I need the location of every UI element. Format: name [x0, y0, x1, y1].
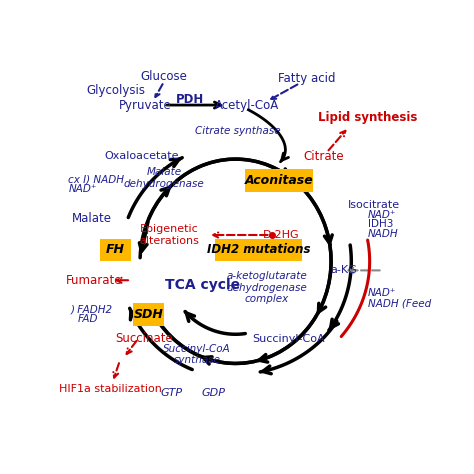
Text: NADH: NADH	[368, 229, 399, 239]
Text: Succinate: Succinate	[115, 332, 173, 345]
Text: PDH: PDH	[175, 93, 204, 107]
Text: Succinyl-CoA: Succinyl-CoA	[253, 334, 325, 344]
Text: Malate
dehydrogenase: Malate dehydrogenase	[124, 167, 204, 189]
Text: FAD: FAD	[78, 314, 98, 324]
Text: Citrate synthase: Citrate synthase	[195, 127, 280, 137]
Text: Citrate: Citrate	[303, 150, 344, 163]
Text: TCA cycle: TCA cycle	[165, 278, 240, 292]
Text: FH: FH	[106, 244, 125, 256]
Text: GDP: GDP	[201, 388, 226, 398]
Text: Pyruvate: Pyruvate	[119, 99, 172, 111]
Text: a-KG: a-KG	[330, 265, 357, 275]
Text: cx I) NADH: cx I) NADH	[68, 174, 125, 184]
Text: NAD⁺: NAD⁺	[68, 184, 97, 194]
Text: Isocitrate: Isocitrate	[347, 200, 400, 210]
Text: NAD⁺: NAD⁺	[368, 288, 396, 299]
FancyBboxPatch shape	[133, 303, 164, 326]
Text: Fatty acid: Fatty acid	[278, 72, 336, 84]
Text: GTP: GTP	[160, 388, 182, 398]
Text: Succinyl-CoA
synthase: Succinyl-CoA synthase	[163, 344, 231, 365]
Text: Glycolysis: Glycolysis	[87, 84, 146, 97]
Text: Glucose: Glucose	[140, 71, 187, 83]
Text: HIF1a stabilization: HIF1a stabilization	[59, 384, 162, 394]
Text: Oxaloacetate: Oxaloacetate	[105, 151, 179, 161]
Text: Aconitase: Aconitase	[245, 174, 313, 187]
FancyBboxPatch shape	[100, 238, 131, 261]
Text: SDH: SDH	[133, 308, 163, 321]
Text: Acetyl-CoA: Acetyl-CoA	[214, 99, 279, 111]
Text: Fumarate: Fumarate	[66, 274, 122, 287]
Text: IDH2 mutations: IDH2 mutations	[207, 244, 310, 256]
Text: D-2HG: D-2HG	[263, 230, 300, 240]
Text: IDH3: IDH3	[368, 219, 393, 229]
Text: NAD⁺: NAD⁺	[368, 210, 396, 219]
Text: Malate: Malate	[73, 212, 112, 225]
Text: NADH (Feed: NADH (Feed	[368, 298, 431, 308]
Text: ) FADH2: ) FADH2	[70, 304, 112, 314]
FancyBboxPatch shape	[245, 169, 313, 192]
FancyBboxPatch shape	[215, 238, 301, 261]
Text: Epigenetic
alterations: Epigenetic alterations	[139, 224, 200, 246]
Text: Lipid synthesis: Lipid synthesis	[318, 110, 418, 124]
Text: a-ketoglutarate
dehydrogenase
complex: a-ketoglutarate dehydrogenase complex	[227, 271, 307, 304]
